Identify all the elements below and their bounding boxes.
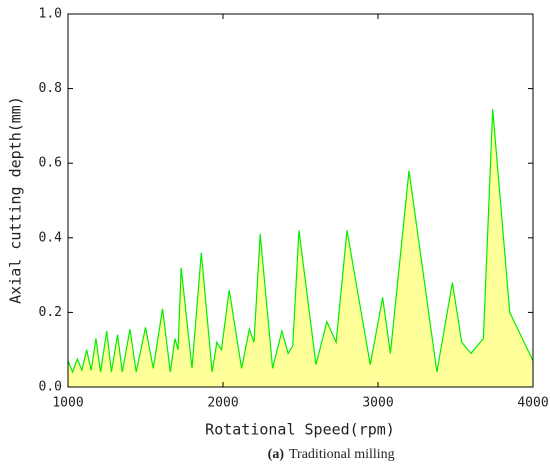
y-tick-label: 0.0 (39, 380, 62, 395)
x-tick-label: 2000 (207, 396, 238, 411)
y-tick-label: 1.0 (39, 7, 62, 22)
y-tick-label: 0.8 (39, 81, 62, 96)
y-tick-label: 0.4 (39, 230, 63, 245)
x-tick-label: 3000 (362, 396, 393, 411)
y-axis-label: Axial cutting depth(mm) (7, 96, 25, 304)
caption: Traditional milling (289, 447, 395, 462)
x-tick-label: 1000 (52, 396, 83, 411)
area-fill (68, 109, 533, 388)
x-axis-label: Rotational Speed(rpm) (205, 421, 395, 439)
y-tick-label: 0.6 (39, 156, 62, 171)
area-line (67, 109, 534, 374)
caption-label: (a) (268, 447, 285, 462)
y-tick-label: 0.2 (39, 305, 62, 320)
x-tick-label: 4000 (517, 396, 548, 411)
plot-frame (67, 13, 534, 388)
